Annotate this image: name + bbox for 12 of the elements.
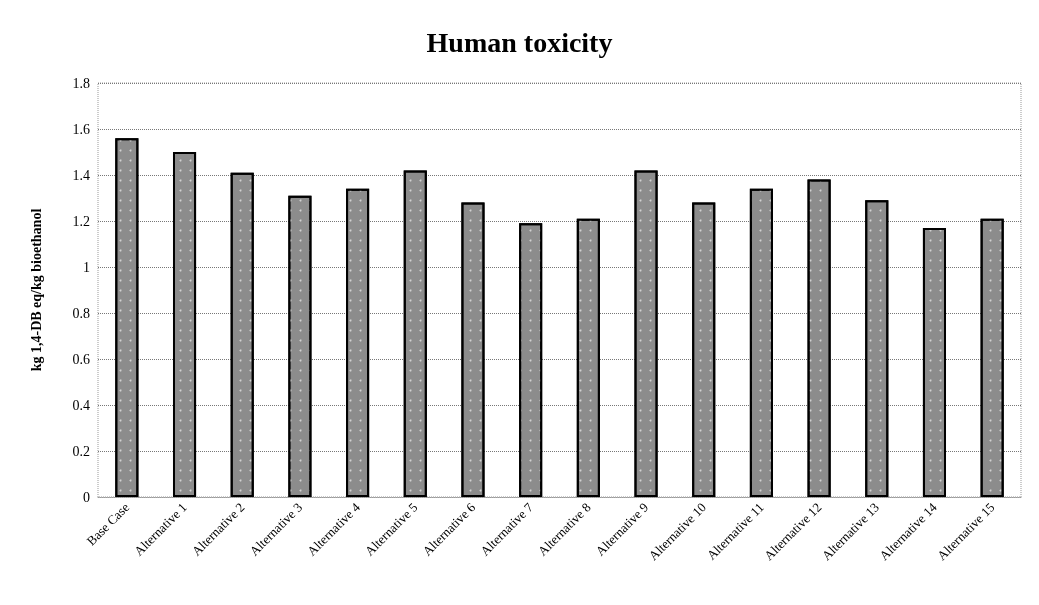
- chart-title: Human toxicity: [426, 26, 613, 58]
- y-tick-label: 1: [83, 259, 90, 275]
- y-tick-label: 0.6: [72, 351, 90, 367]
- y-tick-label: 1.8: [72, 75, 90, 91]
- y-tick-label: 0.8: [72, 305, 90, 321]
- y-tick-label: 0.2: [72, 443, 90, 459]
- y-tick-label: 1.4: [72, 167, 90, 183]
- y-tick-label: 1.6: [72, 121, 90, 137]
- y-tick-label: 1.2: [72, 213, 90, 229]
- y-axis-title: kg 1,4-DB eq/kg bioethanol: [28, 208, 44, 372]
- y-tick-label: 0: [83, 489, 90, 505]
- y-tick-label: 0.4: [72, 397, 90, 413]
